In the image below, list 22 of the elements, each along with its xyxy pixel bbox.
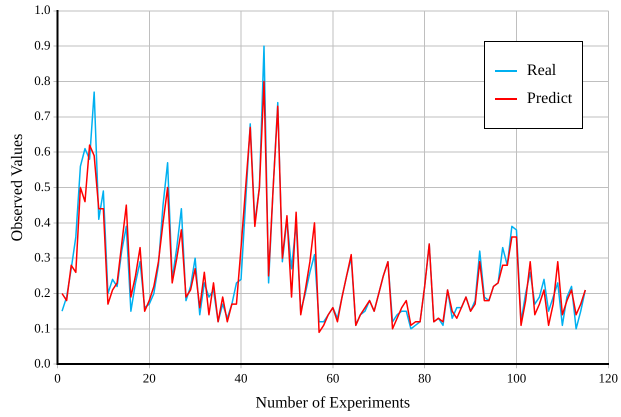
y-tick-label: 0.0	[34, 356, 50, 371]
legend-label: Real	[526, 62, 556, 80]
y-tick-label: 0.3	[34, 250, 50, 265]
y-tick-label: 0.7	[34, 108, 51, 124]
y-tick-label: 0.8	[34, 72, 50, 88]
y-tick-label: 0.2	[34, 284, 50, 300]
x-tick-label: 60	[326, 370, 340, 386]
x-tick-label: 20	[142, 370, 156, 386]
y-tick-label: 0.9	[34, 38, 50, 53]
x-tick-label: 80	[418, 370, 432, 386]
legend-label: Predict	[526, 90, 572, 108]
y-tick-label: 0.5	[34, 178, 50, 194]
y-axis-title: Observed Values	[8, 134, 26, 242]
y-tick-label: 0.6	[34, 144, 51, 159]
x-tick-label: 40	[234, 370, 248, 386]
x-tick-label: 100	[506, 370, 526, 386]
y-tick-label: 0.1	[34, 320, 50, 336]
x-tick-label: 0	[54, 370, 61, 386]
x-axis-title: Number of Experiments	[256, 394, 410, 412]
y-tick-label: 1.0	[34, 2, 50, 18]
x-tick-label: 120	[598, 370, 618, 386]
y-tick-label: 0.4	[34, 214, 51, 230]
